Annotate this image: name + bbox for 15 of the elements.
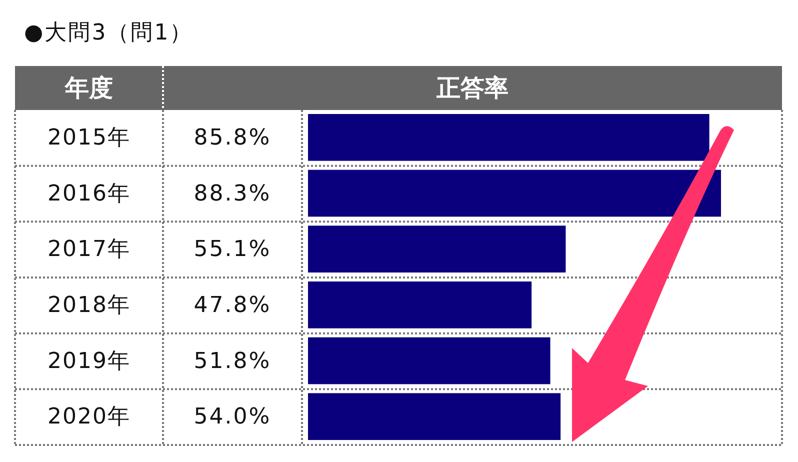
- xlabel: 正答率: [436, 74, 508, 102]
- category: 2019年: [48, 348, 130, 374]
- title: ●大問3（問1）: [24, 20, 194, 46]
- category: 2020年: [48, 404, 130, 430]
- value-label: 54.0%: [194, 404, 272, 430]
- value-label: 85.8%: [194, 125, 272, 150]
- category: 2015年: [48, 125, 130, 150]
- value-label: 51.8%: [194, 348, 272, 374]
- value-label: 88.3%: [194, 181, 272, 206]
- value-label: 47.8%: [194, 292, 272, 318]
- category: 2018年: [48, 292, 130, 318]
- category: 2017年: [48, 237, 130, 262]
- value-label: 55.1%: [194, 237, 272, 262]
- ylabel: 年度: [65, 74, 113, 102]
- category: 2016年: [48, 181, 130, 206]
